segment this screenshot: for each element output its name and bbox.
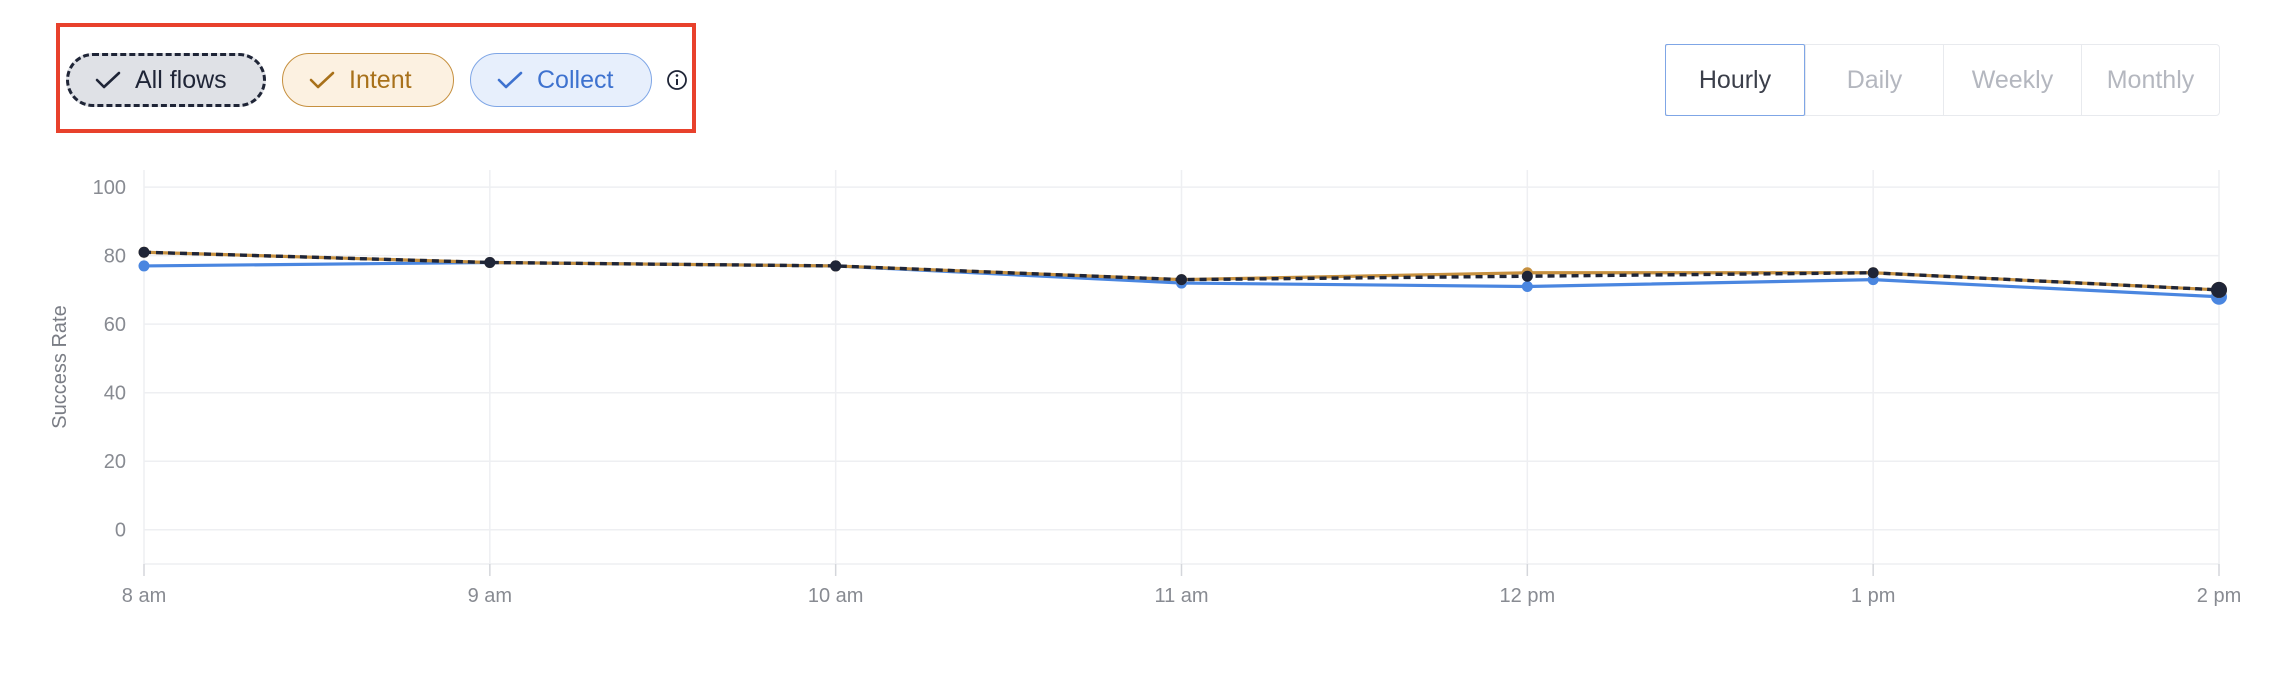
data-point[interactable] bbox=[484, 257, 496, 269]
y-tick-label: 0 bbox=[115, 520, 126, 542]
data-point[interactable] bbox=[138, 246, 150, 258]
x-tick-label: 9 am bbox=[468, 585, 512, 607]
y-tick-label: 20 bbox=[104, 451, 126, 473]
selection-highlight bbox=[56, 23, 696, 133]
period-daily-button[interactable]: Daily bbox=[1805, 45, 1943, 115]
data-point[interactable] bbox=[1521, 270, 1533, 282]
x-tick-label: 8 am bbox=[122, 585, 166, 607]
period-hourly-button[interactable]: Hourly bbox=[1665, 44, 1805, 116]
data-point[interactable] bbox=[1867, 267, 1879, 279]
series bbox=[138, 246, 2227, 305]
x-tick-label: 2 pm bbox=[2197, 585, 2241, 607]
x-tick-label: 1 pm bbox=[1851, 585, 1895, 607]
check-icon bbox=[309, 70, 335, 90]
flow-filter-chips: All flows Intent Collect bbox=[66, 52, 688, 108]
period-weekly-button[interactable]: Weekly bbox=[1943, 45, 2081, 115]
y-axis-title: Success Rate bbox=[49, 305, 71, 428]
series-all-flows bbox=[138, 246, 2227, 298]
y-tick-label: 40 bbox=[104, 383, 126, 405]
success-rate-chart: 0 20 40 60 80 100 8 am 9 am 10 am 11 am 12 pm 1 pm 2… bbox=[49, 170, 2242, 607]
y-tick-label: 80 bbox=[104, 246, 126, 268]
x-tick-label: 12 pm bbox=[1500, 585, 1556, 607]
filter-chip-all-flows[interactable]: All flows bbox=[66, 53, 266, 107]
data-point[interactable] bbox=[138, 260, 150, 272]
filter-chip-label: All flows bbox=[135, 65, 227, 94]
data-point[interactable] bbox=[2211, 281, 2227, 298]
data-point[interactable] bbox=[1521, 280, 1533, 292]
period-toggle: Hourly Daily Weekly Monthly bbox=[1665, 44, 2220, 116]
y-tick-label: 100 bbox=[93, 177, 126, 199]
filter-chip-intent[interactable]: Intent bbox=[282, 53, 454, 107]
check-icon bbox=[95, 70, 121, 90]
series-intent bbox=[138, 246, 2227, 298]
data-point[interactable] bbox=[1176, 274, 1187, 286]
axes: 0 20 40 60 80 100 8 am 9 am 10 am 11 am 12 pm 1 pm 2… bbox=[93, 177, 2242, 607]
x-tick-label: 10 am bbox=[808, 585, 864, 607]
info-icon[interactable] bbox=[666, 69, 688, 91]
check-icon bbox=[497, 70, 523, 90]
x-tick-label: 11 am bbox=[1154, 585, 1208, 607]
y-tick-label: 60 bbox=[104, 314, 126, 336]
filter-chip-collect[interactable]: Collect bbox=[470, 53, 652, 107]
data-point[interactable] bbox=[830, 260, 842, 272]
grid bbox=[143, 170, 2220, 565]
filter-chip-label: Intent bbox=[349, 65, 412, 94]
filter-chip-label: Collect bbox=[537, 65, 614, 94]
period-monthly-button[interactable]: Monthly bbox=[2081, 45, 2219, 115]
